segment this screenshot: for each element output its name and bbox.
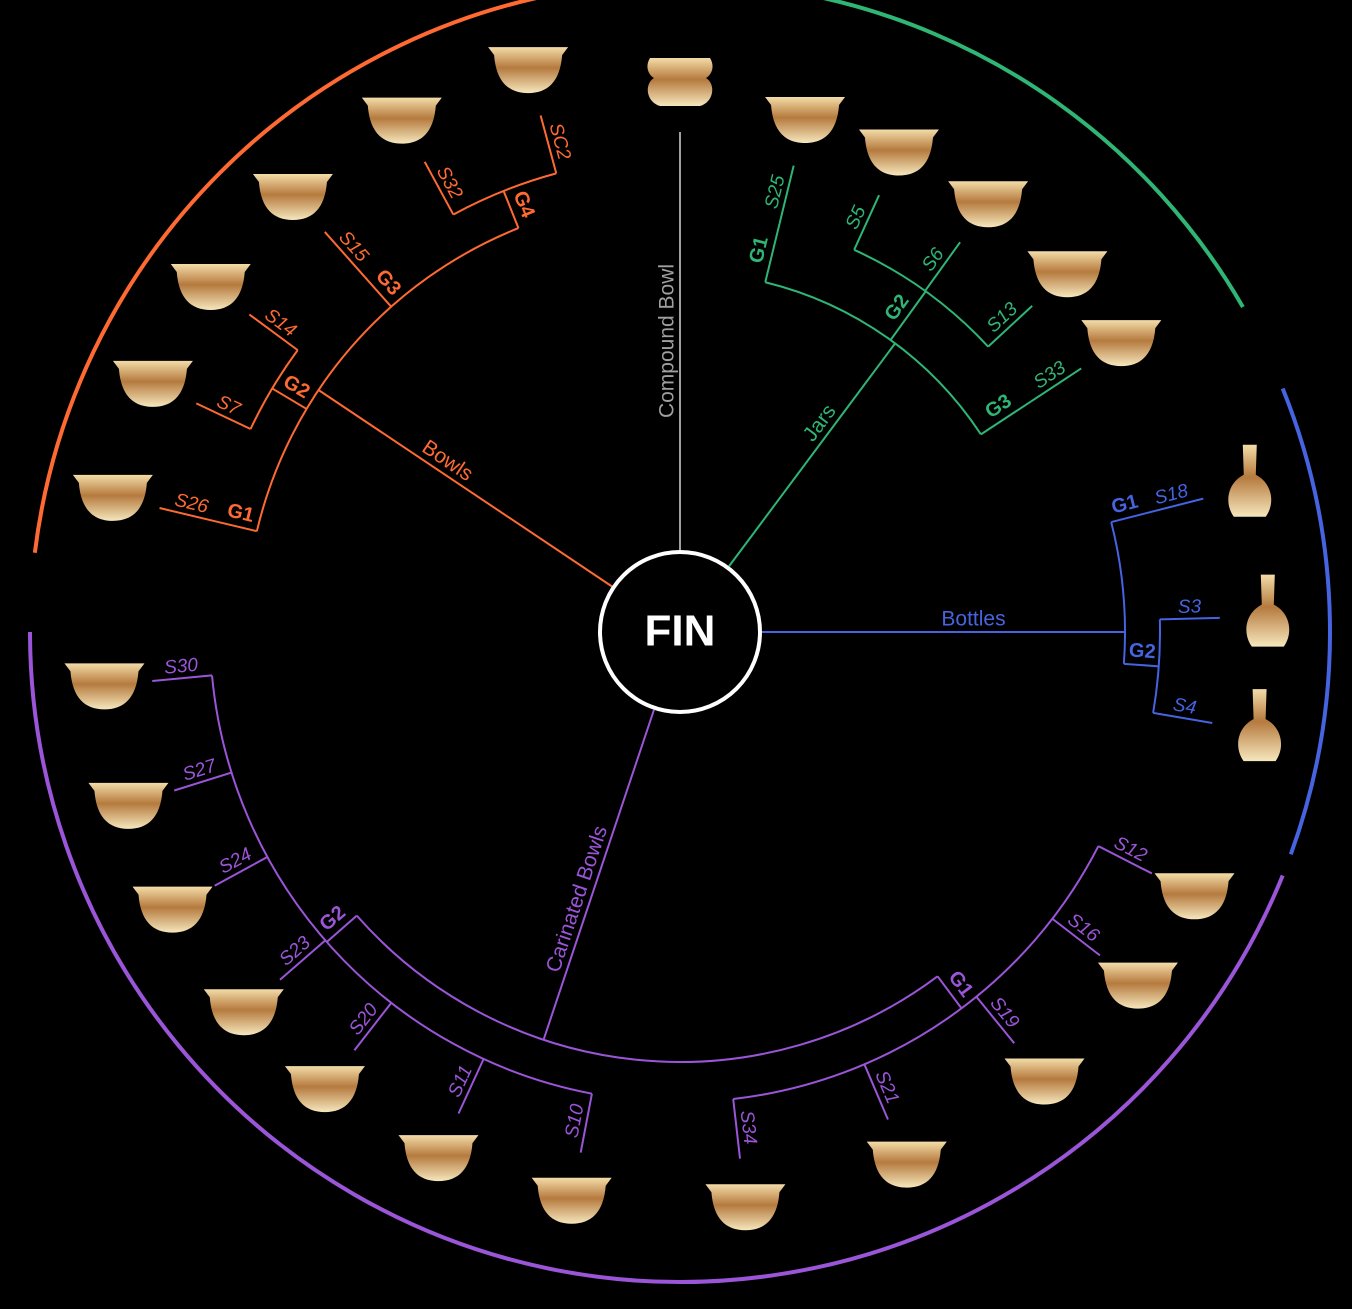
leaf-line [539,115,558,174]
branch-arc [255,227,519,532]
branch-label: Bottles [941,608,1005,631]
vessel [252,174,333,221]
leaf-line [248,313,299,351]
leaf-line [152,674,213,682]
vessel [1081,320,1162,367]
branch-arc [765,281,982,435]
leaf-line [173,771,232,792]
vessel [1004,1058,1085,1105]
group-line [326,914,358,943]
vessel [858,129,939,176]
group-arc [733,845,1100,1100]
vessel [361,97,442,144]
branch-line [728,342,896,567]
leaf-line [987,305,1033,348]
leaf-label: S3 [1178,596,1202,618]
group-arc [249,349,299,430]
vessel [1228,444,1272,517]
vessel [132,886,213,933]
vessel [647,58,713,106]
group-line [1123,662,1159,668]
group-line [363,276,392,308]
branch-label: Compound Bowl [656,264,679,418]
vessel [170,264,251,311]
outer-arc [28,631,1285,1284]
branch-arc [356,914,939,1063]
branch-arc [1110,521,1126,664]
leaf-line [1051,917,1101,957]
vessel [1246,574,1290,647]
group-line [980,400,1032,436]
group-line [936,975,963,1009]
leaf-line [1030,367,1082,403]
group-line [889,290,927,341]
vessel [203,989,284,1036]
leaf-line [579,1093,593,1153]
leaf-label: S4 [1171,694,1197,719]
leaf-line [324,231,366,278]
outer-arc [1280,387,1332,855]
leaf-line [159,507,219,523]
vessel [488,47,569,94]
group-line [217,520,258,533]
group-arc [211,675,593,1095]
branch-line [542,709,655,1041]
leaf-label: S34 [736,1109,761,1145]
group-label: G2 [1128,639,1156,663]
leaf-line [778,165,795,225]
vessel [72,474,153,521]
leaf-line [863,1063,889,1120]
leaf-line [853,194,880,251]
group-line [271,387,308,410]
group-arc [1152,619,1161,714]
leaf-line [1097,845,1153,875]
leaf-line [195,402,251,430]
vessel [284,1066,365,1113]
group-arc [853,248,989,348]
leaf-line [279,939,326,981]
vessel [948,181,1029,228]
vessel [64,663,145,710]
leaf-line [214,856,268,887]
leaf-line [975,996,1016,1044]
outer-arc [823,0,1245,309]
leaf-line [732,1098,741,1159]
group-line [764,223,781,283]
center-node [598,550,762,714]
group-arc [452,172,557,216]
vessel [1097,962,1178,1009]
leaf-line [423,161,455,216]
leaf-line [1152,711,1213,724]
vessel [765,97,846,144]
vessel [88,782,169,829]
vessel [1154,873,1235,920]
vessel [398,1135,479,1182]
vessel [1027,251,1108,298]
vessel [1238,689,1282,762]
center-label: FIN [645,607,716,656]
branch-line [317,389,613,588]
leaf-line [353,1002,393,1051]
vessel [112,360,193,407]
outer-arc [32,0,538,554]
leaf-line [1144,497,1204,515]
leaf-line [457,1058,485,1114]
leaf-line [924,241,961,292]
group-line [1110,512,1146,524]
leaf-label: S30 [163,655,199,679]
vessel [531,1177,612,1224]
vessel [866,1141,947,1188]
group-line [502,190,520,229]
leaf-line [1159,616,1220,621]
vessel [705,1184,786,1231]
